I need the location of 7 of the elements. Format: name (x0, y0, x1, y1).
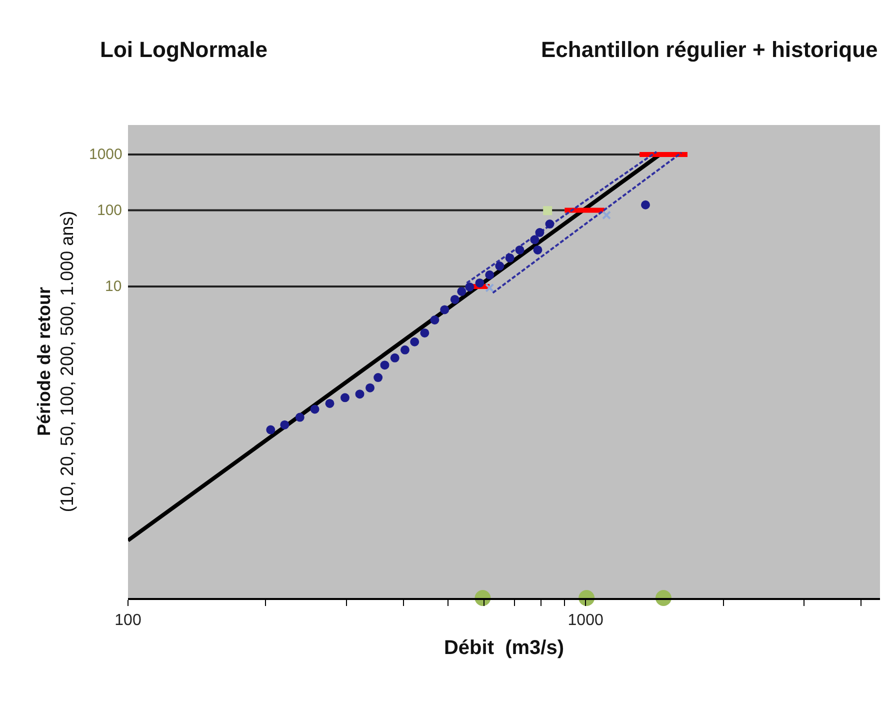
x-axis-title: Débit (m3/s) (444, 636, 564, 659)
series-label: 10 (105, 278, 122, 295)
y-axis-title: Période de retour (10, 20, 50, 100, 200, 500, 1.000 ans) (34, 210, 78, 512)
series-label: 100 (97, 202, 122, 219)
chart-title: Loi LogNormale (100, 37, 268, 62)
series-label: 1000 (89, 146, 122, 163)
chart-subtitle: Echantillon régulier + historique (541, 37, 878, 62)
